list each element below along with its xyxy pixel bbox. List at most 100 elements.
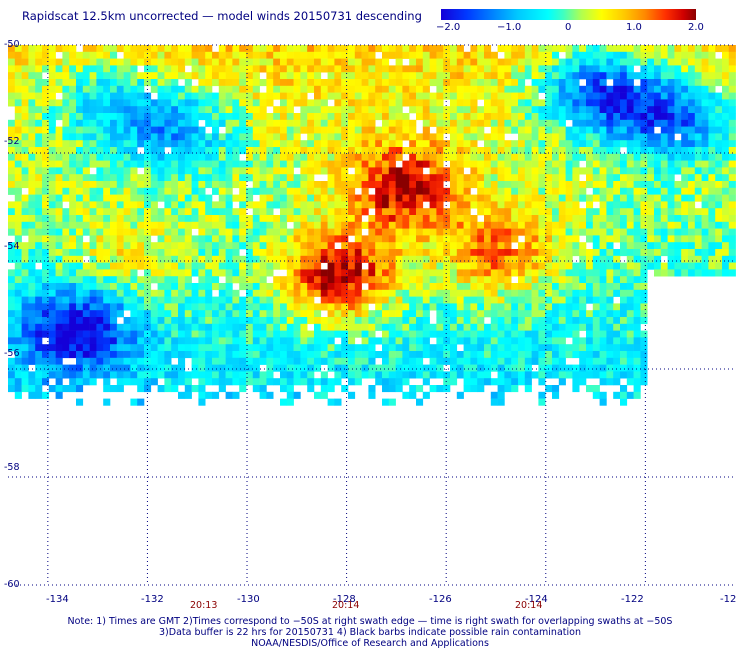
wind-cell xyxy=(694,58,702,66)
wind-cell xyxy=(89,106,97,114)
wind-cell xyxy=(212,119,220,127)
wind-cell xyxy=(307,337,315,345)
wind-cell xyxy=(212,58,220,66)
wind-cell xyxy=(280,174,288,182)
wind-cell xyxy=(266,221,274,229)
wind-cell xyxy=(280,92,288,100)
wind-cell xyxy=(14,99,22,107)
wind-cell xyxy=(579,99,587,107)
wind-cell xyxy=(429,276,437,284)
wind-cell xyxy=(388,221,396,229)
wind-cell xyxy=(511,255,519,263)
wind-cell xyxy=(69,228,77,236)
wind-cell xyxy=(191,92,199,100)
wind-cell xyxy=(592,385,600,393)
wind-cell xyxy=(572,51,580,59)
wind-cell xyxy=(259,208,267,216)
wind-cell xyxy=(348,391,356,399)
wind-cell xyxy=(633,249,641,257)
wind-cell xyxy=(28,385,36,393)
wind-cell xyxy=(164,351,172,359)
wind-cell xyxy=(341,351,349,359)
wind-cell xyxy=(21,119,29,127)
wind-cell xyxy=(205,330,213,338)
wind-cell xyxy=(667,79,675,87)
wind-cell xyxy=(246,140,254,148)
wind-cell xyxy=(21,153,29,161)
wind-cell xyxy=(518,126,526,134)
wind-cell xyxy=(341,364,349,372)
wind-cell xyxy=(334,310,342,318)
wind-cell xyxy=(286,126,294,134)
wind-cell xyxy=(368,99,376,107)
wind-cell xyxy=(504,174,512,182)
wind-cell xyxy=(354,215,362,223)
wind-cell xyxy=(388,385,396,393)
wind-cell xyxy=(490,65,498,73)
wind-cell xyxy=(123,330,131,338)
wind-cell xyxy=(239,133,247,141)
wind-cell xyxy=(14,221,22,229)
wind-cell xyxy=(8,174,16,182)
wind-cell xyxy=(667,106,675,114)
wind-cell xyxy=(252,215,260,223)
wind-cell xyxy=(497,208,505,216)
wind-cell xyxy=(21,85,29,93)
wind-cell xyxy=(246,344,254,352)
wind-cell xyxy=(307,364,315,372)
wind-cell xyxy=(722,126,730,134)
wind-cell xyxy=(8,378,16,386)
wind-cell xyxy=(443,255,451,263)
wind-cell xyxy=(96,140,104,148)
wind-cell xyxy=(477,133,485,141)
wind-cell xyxy=(14,364,22,372)
wind-cell xyxy=(565,147,573,155)
wind-cell xyxy=(660,106,668,114)
wind-cell xyxy=(300,276,308,284)
wind-cell xyxy=(558,79,566,87)
wind-cell xyxy=(307,296,315,304)
wind-cell xyxy=(69,378,77,386)
wind-cell xyxy=(552,99,560,107)
wind-cell xyxy=(137,174,145,182)
wind-cell xyxy=(69,133,77,141)
wind-cell xyxy=(171,249,179,257)
wind-cell xyxy=(89,262,97,270)
wind-cell xyxy=(218,337,226,345)
wind-cell xyxy=(123,378,131,386)
wind-cell xyxy=(307,167,315,175)
wind-cell xyxy=(538,296,546,304)
wind-cell xyxy=(368,310,376,318)
wind-cell xyxy=(524,235,532,243)
wind-cell xyxy=(429,79,437,87)
wind-cell xyxy=(484,106,492,114)
wind-cell xyxy=(620,140,628,148)
wind-cell xyxy=(82,147,90,155)
wind-cell xyxy=(320,58,328,66)
wind-cell xyxy=(558,126,566,134)
wind-cell xyxy=(334,255,342,263)
wind-cell xyxy=(150,85,158,93)
wind-cell xyxy=(552,235,560,243)
wind-cell xyxy=(456,106,464,114)
wind-cell xyxy=(395,126,403,134)
wind-cell xyxy=(701,221,709,229)
wind-cell xyxy=(579,344,587,352)
wind-cell xyxy=(198,58,206,66)
wind-cell xyxy=(490,85,498,93)
wind-cell xyxy=(654,221,662,229)
wind-cell xyxy=(21,72,29,80)
wind-cell xyxy=(545,337,553,345)
wind-cell xyxy=(76,65,84,73)
wind-cell xyxy=(613,262,621,270)
wind-cell xyxy=(715,45,723,53)
wind-cell xyxy=(239,357,247,365)
wind-cell xyxy=(436,235,444,243)
wind-cell xyxy=(450,167,458,175)
wind-cell xyxy=(552,364,560,372)
wind-cell xyxy=(327,153,335,161)
wind-cell xyxy=(531,58,539,66)
wind-cell xyxy=(314,147,322,155)
wind-cell xyxy=(157,140,165,148)
wind-cell xyxy=(484,310,492,318)
